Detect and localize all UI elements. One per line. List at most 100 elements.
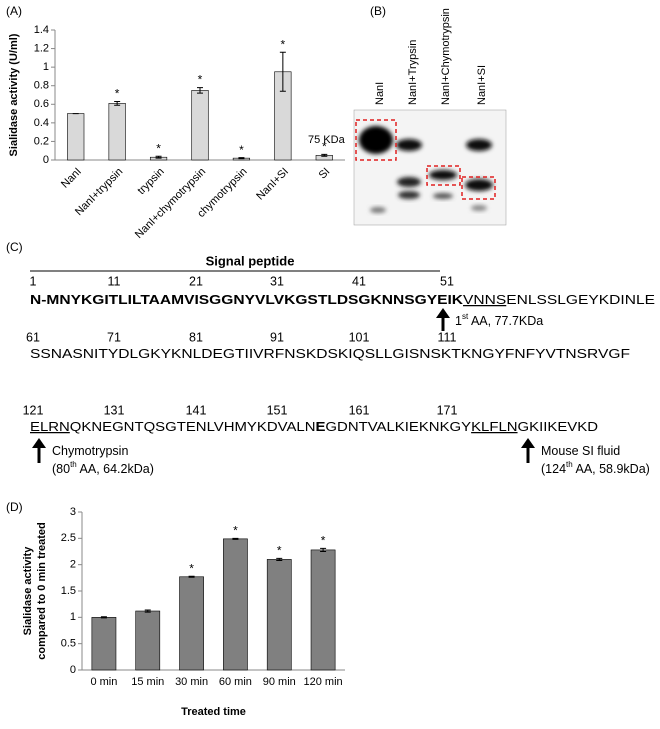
residue-number: 91 xyxy=(270,330,284,344)
y-tick-label: 0.5 xyxy=(61,638,76,650)
x-tick-label: trypsin xyxy=(135,166,166,197)
x-axis-label: Treated time xyxy=(181,706,246,718)
significance-mark: * xyxy=(156,141,161,155)
y-tick-label: 1 xyxy=(43,61,49,73)
error-bar xyxy=(114,101,121,106)
size-marker: 75 KDa xyxy=(308,134,346,146)
panel-label: (D) xyxy=(6,500,23,514)
label-text: 1 xyxy=(455,314,462,328)
significance-mark: * xyxy=(281,37,286,51)
residue-number: 51 xyxy=(440,274,454,288)
sequence-line: N-MNYKGITLILTAAMVISGGNYVLVKGSTLDSGKNNSGY… xyxy=(30,293,655,307)
lane-label: NanI+Trypsin xyxy=(407,40,419,105)
residue-number: 111 xyxy=(437,330,456,344)
sequence-segment: E xyxy=(315,420,325,434)
x-tick-label: NanI+chymotrypsin xyxy=(133,166,208,241)
sequence-segment: ENLSSLGEYKDINLE xyxy=(506,293,655,307)
x-tick-label: NanI xyxy=(59,166,84,191)
sequence-line: ELRN QKNEGNTQSGTENLVHMYKDVALN E GDNTVALKIEK… xyxy=(30,420,598,434)
significance-mark: * xyxy=(322,140,327,154)
y-tick-label: 0.6 xyxy=(34,98,49,110)
y-axis-label: Sialidase activity xyxy=(22,546,34,636)
sequence-segment: GKIIKEVKD xyxy=(518,420,598,434)
label-text: (80 xyxy=(52,462,70,476)
residue-number: 11 xyxy=(108,274,121,288)
error-bar xyxy=(155,155,162,159)
bar xyxy=(67,113,85,161)
x-tick-label: SI xyxy=(317,166,333,182)
y-tick-label: 0.2 xyxy=(34,135,49,147)
label-text: AA, 64.2kDa) xyxy=(77,462,154,476)
x-tick-label: 30 min xyxy=(175,676,208,688)
significance-mark: * xyxy=(321,534,326,548)
signal-peptide-label: Signal peptide xyxy=(206,253,295,268)
y-tick-label: 1.5 xyxy=(61,585,76,597)
error-bar xyxy=(320,547,327,552)
residue-number: 61 xyxy=(26,330,40,344)
sequence-segment: SSNASNITYDLGKYKNLDEGTIIVRFNSKDSKIQSLLGIS… xyxy=(30,347,630,361)
cleavage-site-label: (80th AA, 64.2kDa) xyxy=(52,460,154,476)
label-text: Chymotrypsin xyxy=(52,444,128,458)
significance-mark: * xyxy=(198,73,203,87)
residue-number: 151 xyxy=(267,403,288,417)
bar xyxy=(135,610,161,671)
superscript: th xyxy=(70,460,77,469)
residue-number: 81 xyxy=(189,330,203,344)
lane-label: NanI xyxy=(374,82,386,105)
arrows xyxy=(32,308,535,463)
residue-number: 71 xyxy=(107,330,121,344)
lane-label: NanI+SI xyxy=(476,65,488,105)
cleavage-site-label: Mouse SI fluid xyxy=(541,444,620,458)
panel-label: (C) xyxy=(6,240,23,254)
panel-label: (A) xyxy=(6,4,22,18)
error-bar xyxy=(238,157,245,160)
residue-number: 101 xyxy=(349,330,370,344)
label-text: AA, 58.9kDa) xyxy=(573,462,650,476)
error-bar xyxy=(100,616,107,619)
x-tick-label: 90 min xyxy=(263,676,296,688)
superscript: th xyxy=(566,460,573,469)
sequence-segment: ELRN xyxy=(30,420,70,434)
residue-number: 31 xyxy=(270,274,284,288)
bar xyxy=(223,538,248,671)
residue-number: 161 xyxy=(349,403,370,417)
error-bar xyxy=(276,557,283,561)
superscript: st xyxy=(462,312,469,321)
sequence-segment: VNNS xyxy=(463,293,506,307)
y-tick-label: 1 xyxy=(70,611,76,623)
significance-mark: * xyxy=(239,143,244,157)
lane-label: NanI+Chymotrypsin xyxy=(440,8,452,105)
y-tick-label: 0 xyxy=(70,664,76,676)
y-tick-label: 3 xyxy=(70,506,76,518)
sequence-segment: KLFLN xyxy=(471,420,517,434)
x-tick-label: 120 min xyxy=(304,676,343,688)
x-tick-label: 0 min xyxy=(90,676,117,688)
sequence-segment: GDNTVALKIEKNKGY xyxy=(325,420,471,434)
error-bar xyxy=(321,153,328,157)
error-bar xyxy=(197,87,203,94)
bar xyxy=(310,549,336,671)
y-tick-label: 1.4 xyxy=(34,24,49,36)
y-axis-label: Sialidase activity (U/ml) xyxy=(8,33,20,156)
residue-number: 121 xyxy=(23,403,44,417)
cleavage-site-label: Chymotrypsin xyxy=(52,444,128,458)
error-bar xyxy=(232,537,239,540)
residue-number: 1 xyxy=(30,274,37,288)
panel-label: (B) xyxy=(370,4,386,18)
y-tick-label: 0.8 xyxy=(34,80,49,92)
bar xyxy=(179,576,204,671)
residue-number: 171 xyxy=(437,403,458,417)
significance-mark: * xyxy=(277,544,282,558)
cleavage-site-label: 1st AA, 77.7KDa xyxy=(455,312,543,328)
error-bar xyxy=(144,609,151,613)
label-text: (124 xyxy=(541,462,566,476)
y-tick-label: 0 xyxy=(43,154,49,166)
residue-number: 41 xyxy=(352,274,366,288)
x-tick-label: NanI+SI xyxy=(254,166,291,203)
y-tick-label: 0.4 xyxy=(34,117,49,129)
residue-number: 141 xyxy=(186,403,207,417)
y-tick-label: 1.2 xyxy=(34,42,49,54)
blot xyxy=(353,109,507,226)
bar xyxy=(191,90,209,161)
